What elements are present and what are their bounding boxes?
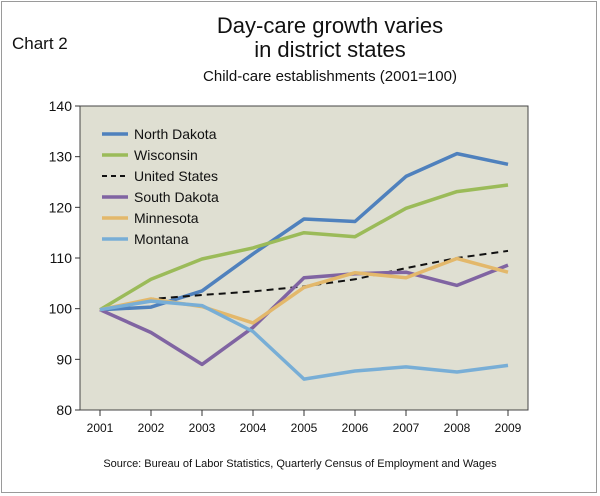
chart-subtitle: Child-care establishments (2001=100) [203, 68, 457, 85]
y-tick-label: 120 [49, 199, 73, 215]
source-note: Source: Bureau of Labor Statistics, Quar… [103, 458, 497, 470]
series-line-montana [99, 299, 509, 381]
y-tick-label: 100 [49, 301, 73, 317]
chart-title-line-1: Day-care growth varies [216, 13, 444, 38]
series-line-south-dakota [99, 263, 509, 367]
x-tick-label: 2004 [240, 421, 267, 435]
x-tick-label: 2003 [189, 421, 216, 435]
chart-number-label: Chart 2 [12, 34, 68, 53]
legend-label-wisconsin: Wisconsin [134, 147, 198, 163]
x-tick-label: 2007 [393, 421, 420, 435]
series-line-wisconsin [99, 183, 509, 312]
legend-label-united-states: United States [134, 168, 218, 184]
x-tick-label: 2002 [138, 421, 165, 435]
legend-label-north-dakota: North Dakota [134, 126, 217, 142]
x-tick-label: 2009 [495, 421, 522, 435]
y-tick-label: 130 [49, 149, 73, 165]
x-tick-label: 2008 [444, 421, 471, 435]
y-tick-label: 80 [56, 402, 72, 418]
chart-title-line-2: in district states [254, 37, 406, 62]
y-tick-label: 110 [50, 250, 73, 266]
chart-title: Day-care growth varies in district state… [120, 14, 540, 62]
y-tick-label: 140 [49, 98, 73, 114]
x-tick-label: 2005 [291, 421, 318, 435]
x-tick-label: 2006 [342, 421, 369, 435]
x-tick-label: 2001 [87, 421, 114, 435]
legend-label-south-dakota: South Dakota [134, 189, 219, 205]
y-tick-label: 90 [56, 351, 72, 367]
legend-label-minnesota: Minnesota [134, 210, 199, 226]
legend-label-montana: Montana [134, 231, 189, 247]
